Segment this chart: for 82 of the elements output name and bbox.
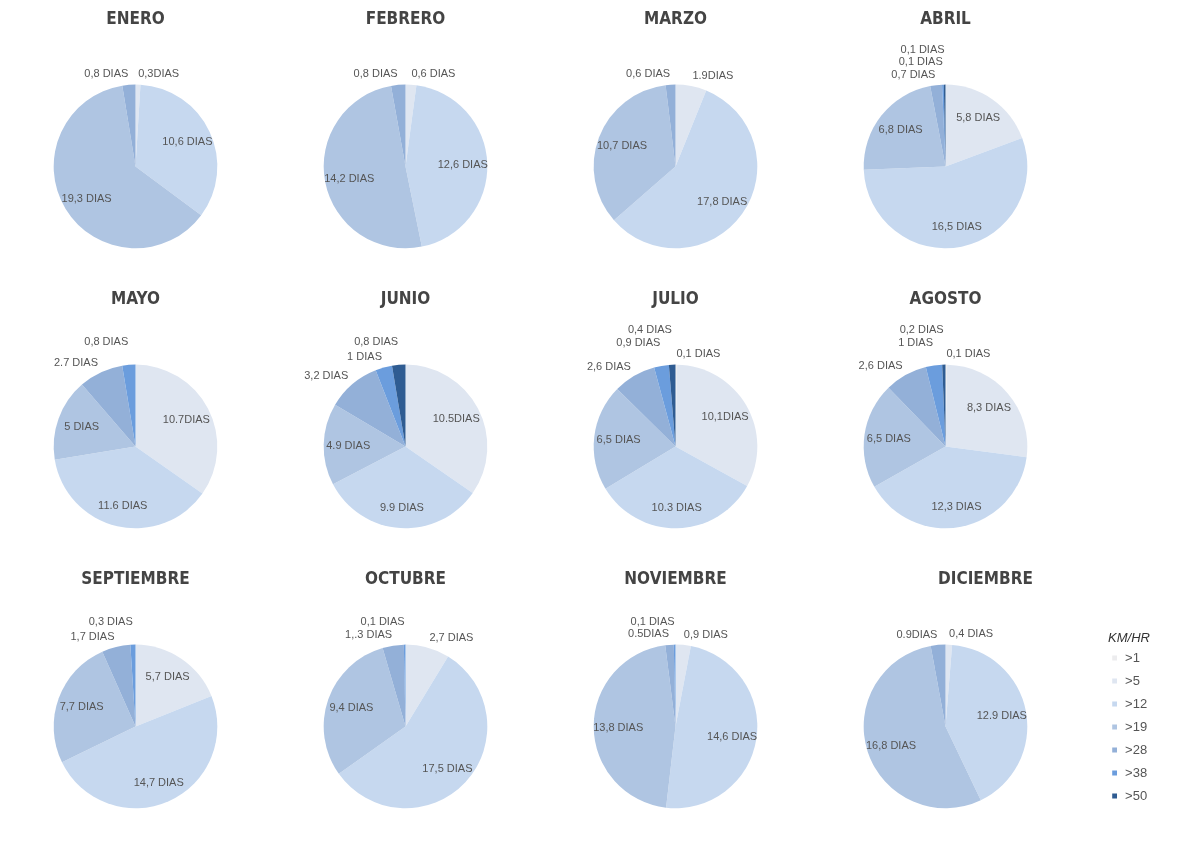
data-label: 0,1 DIAS xyxy=(676,347,721,360)
chart-title: FEBRERO xyxy=(365,7,446,28)
data-label: 2.7 DIAS xyxy=(53,355,98,368)
data-label: 6,8 DIAS xyxy=(878,122,923,135)
data-label: 0,8 DIAS xyxy=(354,335,399,348)
data-label: 16,5 DIAS xyxy=(931,219,982,232)
data-label: 7,7 DIAS xyxy=(59,699,104,712)
data-label: 4.9 DIAS xyxy=(326,438,371,451)
data-label: 14,2 DIAS xyxy=(324,171,375,184)
data-label: 0,8 DIAS xyxy=(353,67,398,80)
legend-title: KM/HR xyxy=(1108,629,1150,645)
data-label: 0,3DIAS xyxy=(138,67,180,80)
legend-label: >38 xyxy=(1125,764,1148,780)
data-label: 0,8 DIAS xyxy=(84,335,129,348)
data-label: 17,5 DIAS xyxy=(422,761,473,774)
data-label: 2,7 DIAS xyxy=(429,630,474,643)
data-label: 0,7 DIAS xyxy=(891,67,936,80)
data-label: 8,3 DIAS xyxy=(966,401,1011,414)
legend-label: >12 xyxy=(1125,695,1148,711)
data-label: 10,7 DIAS xyxy=(596,138,648,151)
data-label: 0,1 DIAS xyxy=(630,615,675,628)
data-label: 3,2 DIAS xyxy=(304,369,349,382)
data-label: 10.7DIAS xyxy=(162,412,210,425)
data-label: 9,4 DIAS xyxy=(329,700,374,713)
data-label: 0,1 DIAS xyxy=(900,42,945,55)
data-label: 1 DIAS xyxy=(898,335,934,348)
chart-title: SEPTIEMBRE xyxy=(81,567,190,588)
data-label: 12.9 DIAS xyxy=(976,709,1027,722)
chart-title: OCTUBRE xyxy=(365,567,446,588)
data-label: 2,6 DIAS xyxy=(586,359,631,372)
data-label: 1 DIAS xyxy=(347,350,382,363)
data-label: 10,6 DIAS xyxy=(162,134,213,147)
legend-label: >50 xyxy=(1125,787,1148,803)
chart-title: NOVIEMBRE xyxy=(624,567,727,588)
data-label: 0,6 DIAS xyxy=(411,67,456,80)
data-label: 0,9 DIAS xyxy=(616,336,661,349)
data-label: 19,3 DIAS xyxy=(61,191,112,204)
data-label: 16,8 DIAS xyxy=(865,739,917,752)
data-label: 10.3 DIAS xyxy=(651,500,702,513)
data-label: 0,4 DIAS xyxy=(627,323,672,335)
chart-title: JULIO xyxy=(651,287,699,308)
data-label: 10.5DIAS xyxy=(432,412,480,425)
data-label: 10,1DIAS xyxy=(701,410,749,423)
data-label: 6,5 DIAS xyxy=(866,431,911,444)
data-label: 1.9DIAS xyxy=(692,68,734,81)
data-label: 0,1 DIAS xyxy=(946,347,991,360)
data-label: 0,8 DIAS xyxy=(84,67,129,80)
data-label: 1,7 DIAS xyxy=(70,629,115,642)
data-label: 5,8 DIAS xyxy=(956,110,1001,123)
legend-label: >28 xyxy=(1125,741,1148,757)
chart-title: ABRIL xyxy=(920,7,972,28)
data-label: 0,6 DIAS xyxy=(626,67,671,80)
data-label: 0,4 DIAS xyxy=(949,627,994,640)
chart-title: JUNIO xyxy=(379,287,431,308)
data-label: 6,5 DIAS xyxy=(596,433,641,446)
data-label: 12,3 DIAS xyxy=(931,499,982,512)
legend-label: >19 xyxy=(1125,718,1148,734)
data-label: 9.9 DIAS xyxy=(379,500,424,513)
chart-title: MARZO xyxy=(644,7,707,28)
data-label: 14,6 DIAS xyxy=(707,729,758,742)
data-label: 1,.3 DIAS xyxy=(345,628,393,641)
data-label: 13,8 DIAS xyxy=(593,720,644,733)
chart-title: DICIEMBRE xyxy=(938,567,1033,588)
legend-label: >1 xyxy=(1125,649,1141,665)
chart-title: MAYO xyxy=(111,287,160,308)
data-label: 5 DIAS xyxy=(64,419,100,432)
data-label: 0.5DIAS xyxy=(628,627,670,640)
data-label: 0,9 DIAS xyxy=(683,627,728,640)
chart-title: ENERO xyxy=(106,7,165,28)
data-label: 14,7 DIAS xyxy=(133,775,184,788)
data-label: 11.6 DIAS xyxy=(98,499,148,512)
data-label: 0,1 DIAS xyxy=(898,55,943,68)
data-label: 2,6 DIAS xyxy=(858,358,903,371)
data-label: 5,7 DIAS xyxy=(145,670,190,683)
data-label: 17,8 DIAS xyxy=(697,195,748,208)
data-label: 0,3 DIAS xyxy=(88,615,133,628)
data-label: 0.9DIAS xyxy=(896,627,938,640)
data-label: 0,2 DIAS xyxy=(899,322,944,335)
data-label: 12,6 DIAS xyxy=(437,158,488,171)
legend-label: >5 xyxy=(1125,672,1141,688)
data-label: 0,1 DIAS xyxy=(360,615,405,628)
chart-title: AGOSTO xyxy=(909,287,982,308)
